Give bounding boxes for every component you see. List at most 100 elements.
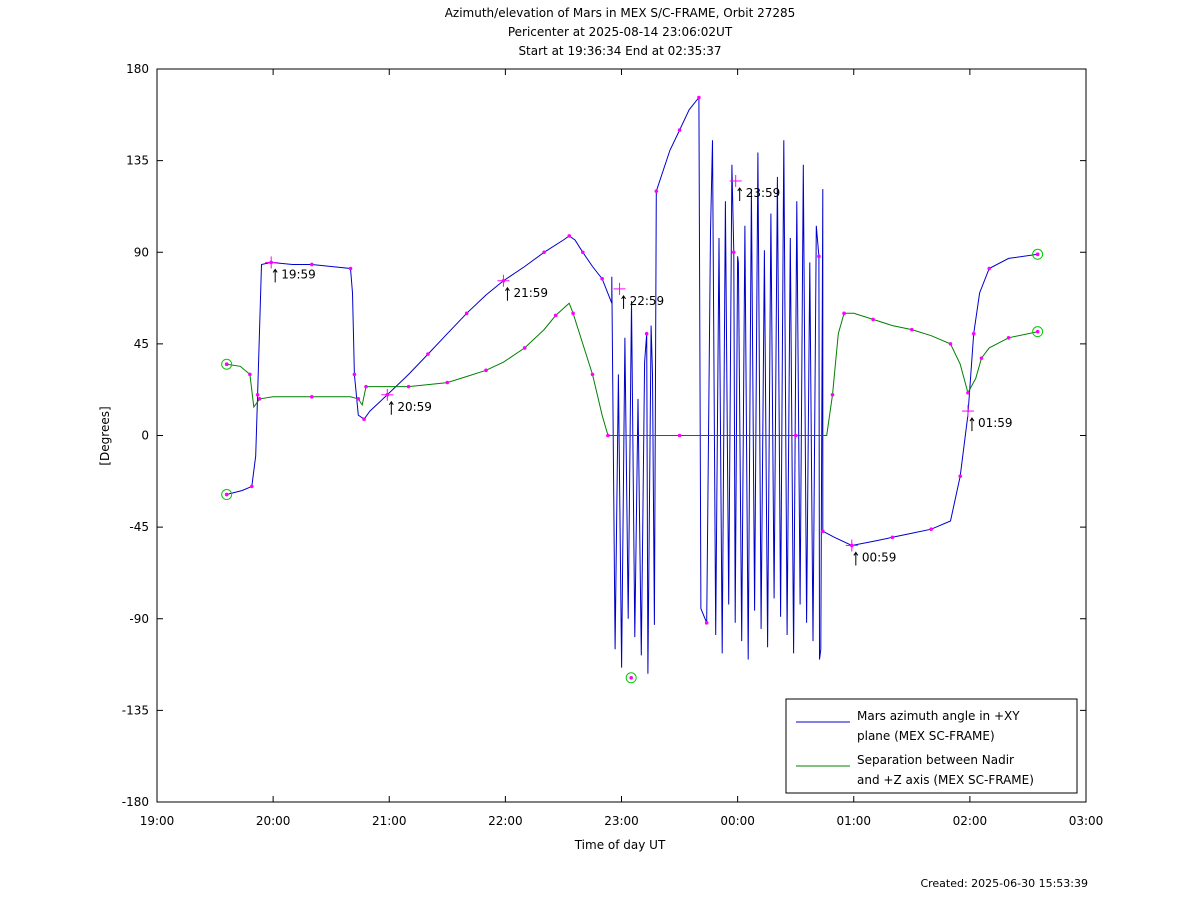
point-marker [731, 250, 736, 255]
y-axis: 180 135 90 45 0 -45 -90 -135 -180 [122, 62, 1086, 809]
endpoint-dot [224, 362, 229, 367]
point-marker [571, 311, 575, 316]
legend-label-separation-1: Separation between Nadir [857, 753, 1014, 767]
chart-title-line-2: Pericenter at 2025-08-14 23:06:02UT [508, 25, 733, 39]
hour-arrow [272, 268, 278, 283]
y-tick-label: 135 [126, 154, 149, 168]
point-marker [250, 484, 254, 489]
point-marker [987, 266, 992, 271]
point-marker [542, 250, 546, 255]
legend: Mars azimuth angle in +XY plane (MEX SC-… [785, 698, 1078, 794]
point-marker [948, 342, 953, 346]
hour-arrow [737, 187, 743, 201]
created-timestamp: Created: 2025-06-30 15:53:39 [920, 877, 1088, 890]
point-marker [362, 417, 366, 422]
hour-label: 19:59 [281, 267, 316, 281]
point-marker [820, 529, 825, 533]
legend-label-separation-2: and +Z axis (MEX SC-FRAME) [857, 773, 1034, 787]
point-marker [348, 266, 353, 271]
x-tick-label: 20:00 [256, 814, 291, 828]
point-marker [606, 433, 610, 438]
point-marker [364, 384, 368, 389]
legend-label-azimuth-1: Mars azimuth angle in +XY [857, 709, 1020, 723]
point-marker [966, 390, 970, 395]
hour-label: 00:59 [862, 550, 897, 564]
point-marker [697, 95, 701, 100]
point-marker [310, 262, 314, 267]
point-marker [248, 372, 252, 377]
x-tick-label: 23:00 [604, 814, 639, 828]
point-marker [464, 311, 469, 316]
y-tick-label: 180 [126, 62, 149, 76]
y-tick-label: -45 [129, 520, 149, 534]
endpoint-dot [1035, 329, 1040, 334]
point-marker [677, 128, 682, 132]
x-axis: 19:00 20:00 21:00 22:00 23:00 00:00 01:00 02:00… [140, 69, 1104, 828]
legend-box [785, 698, 1078, 794]
y-tick-label: 90 [134, 245, 149, 259]
point-marker [929, 527, 933, 531]
x-tick-label: 21:00 [372, 814, 407, 828]
point-marker [567, 234, 572, 238]
point-marker [590, 372, 595, 377]
series-line-0 [226, 96, 1038, 674]
hour-arrow [505, 286, 510, 301]
point-marker [580, 250, 585, 255]
point-marker [793, 433, 798, 438]
point-marker [255, 392, 260, 397]
y-tick-label: 45 [134, 337, 149, 351]
point-marker [871, 317, 875, 322]
point-marker [257, 397, 262, 401]
point-marker [1006, 335, 1011, 340]
point-marker [553, 313, 558, 318]
x-axis-label: Time of day UT [574, 838, 666, 852]
chart-title: Azimuth/elevation of Mars in MEX S/C-FRA… [445, 6, 796, 58]
hour-arrow [621, 294, 626, 309]
y-tick-label: -90 [129, 612, 149, 626]
x-tick-label: 19:00 [140, 814, 175, 828]
y-tick-label: -135 [122, 703, 149, 717]
point-marker [445, 380, 450, 385]
endpoint-marker [1032, 326, 1044, 338]
x-tick-label: 03:00 [1069, 814, 1104, 828]
hour-label: 21:59 [513, 286, 548, 300]
point-marker [522, 346, 527, 350]
y-axis-label: [Degrees] [98, 406, 112, 465]
x-tick-label: 02:00 [953, 814, 988, 828]
chart-title-line-1: Azimuth/elevation of Mars in MEX S/C-FRA… [445, 6, 796, 20]
hour-arrow [969, 417, 975, 432]
point-marker [817, 254, 821, 259]
point-marker [406, 384, 411, 389]
hour-label: 20:59 [397, 400, 432, 414]
endpoint-dot [629, 675, 633, 680]
endpoint-dot [224, 492, 229, 497]
endpoint-marker [221, 489, 233, 501]
point-marker [704, 621, 709, 625]
point-marker [971, 331, 976, 336]
legend-label-azimuth-2: plane (MEX SC-FRAME) [857, 729, 995, 743]
point-marker [979, 356, 984, 360]
y-tick-label: -180 [122, 795, 149, 809]
y-tick-label: 0 [141, 429, 149, 443]
x-tick-label: 22:00 [488, 814, 523, 828]
point-marker [830, 392, 835, 397]
endpoint-marker [1032, 248, 1044, 260]
chart-title-line-3: Start at 19:36:34 End at 02:35:37 [518, 44, 721, 58]
hour-arrow [388, 400, 394, 415]
point-marker [910, 327, 914, 332]
point-marker [842, 311, 846, 316]
endpoint-dot [1035, 252, 1040, 257]
point-marker [484, 368, 488, 373]
hour-label: 22:59 [630, 294, 665, 308]
point-marker [644, 331, 649, 336]
endpoint-marker [221, 358, 233, 370]
point-marker [310, 395, 314, 399]
point-marker [654, 189, 659, 193]
point-marker [600, 276, 604, 281]
endpoint-marker [625, 672, 637, 684]
hour-arrow [853, 551, 859, 566]
point-marker [426, 352, 430, 356]
x-tick-label: 01:00 [836, 814, 871, 828]
point-marker [352, 372, 357, 377]
